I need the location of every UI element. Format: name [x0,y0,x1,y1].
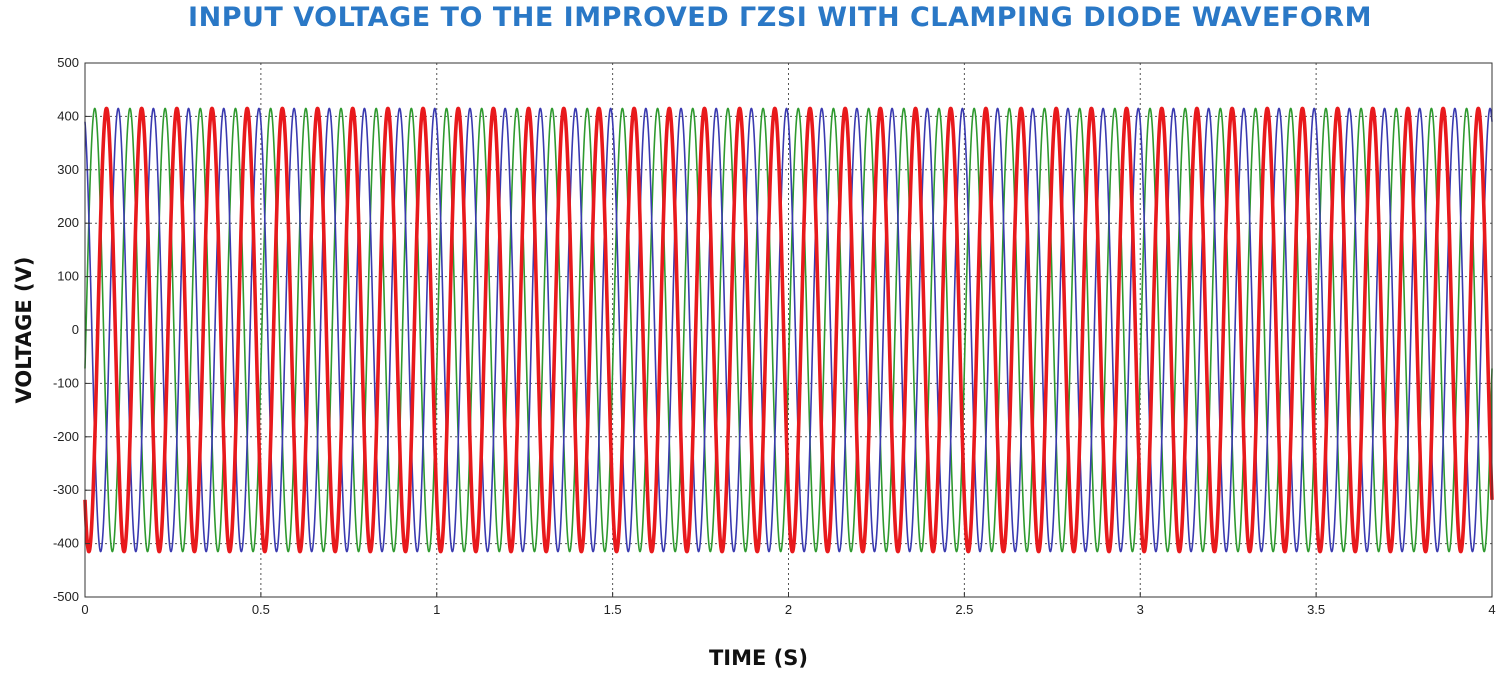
y-tick-label: -100 [53,375,79,390]
x-tick-label: 0 [81,602,88,617]
x-axis: 0 0.5 1 1.5 2 2.5 3 3.5 4 [81,592,1496,617]
chart-title: INPUT VOLTAGE TO THE IMPROVED ΓZSI WITH … [188,2,1372,33]
y-tick-label: 400 [57,108,79,123]
series-line-2 [84,107,1493,553]
y-tick-label: -200 [53,429,79,444]
y-tick-label: -500 [53,589,79,604]
x-tick-label: 1 [433,602,440,617]
y-tick-label: -400 [53,536,79,551]
y-axis-label: VOLTAGE (V) [12,257,36,404]
x-tick-label: 2.5 [955,602,973,617]
x-tick-label: 3 [1137,602,1144,617]
x-tick-label: 0.5 [252,602,270,617]
x-tick-label: 2 [785,602,792,617]
series-line-1 [83,106,1494,554]
y-axis: 500 400 300 200 100 0 -100 -200 -300 -400 -500 [53,55,90,604]
y-tick-label: 500 [57,55,79,70]
x-axis-label: TIME (S) [709,646,808,670]
y-tick-label: -300 [53,482,79,497]
x-tick-label: 1.5 [604,602,622,617]
y-tick-label: 0 [72,322,79,337]
x-tick-label: 3.5 [1307,602,1325,617]
y-tick-label: 100 [57,269,79,284]
series-line-3 [84,107,1493,553]
series-group [83,106,1494,554]
x-tick-label: 4 [1488,602,1495,617]
y-tick-label: 200 [57,215,79,230]
y-tick-label: 300 [57,162,79,177]
